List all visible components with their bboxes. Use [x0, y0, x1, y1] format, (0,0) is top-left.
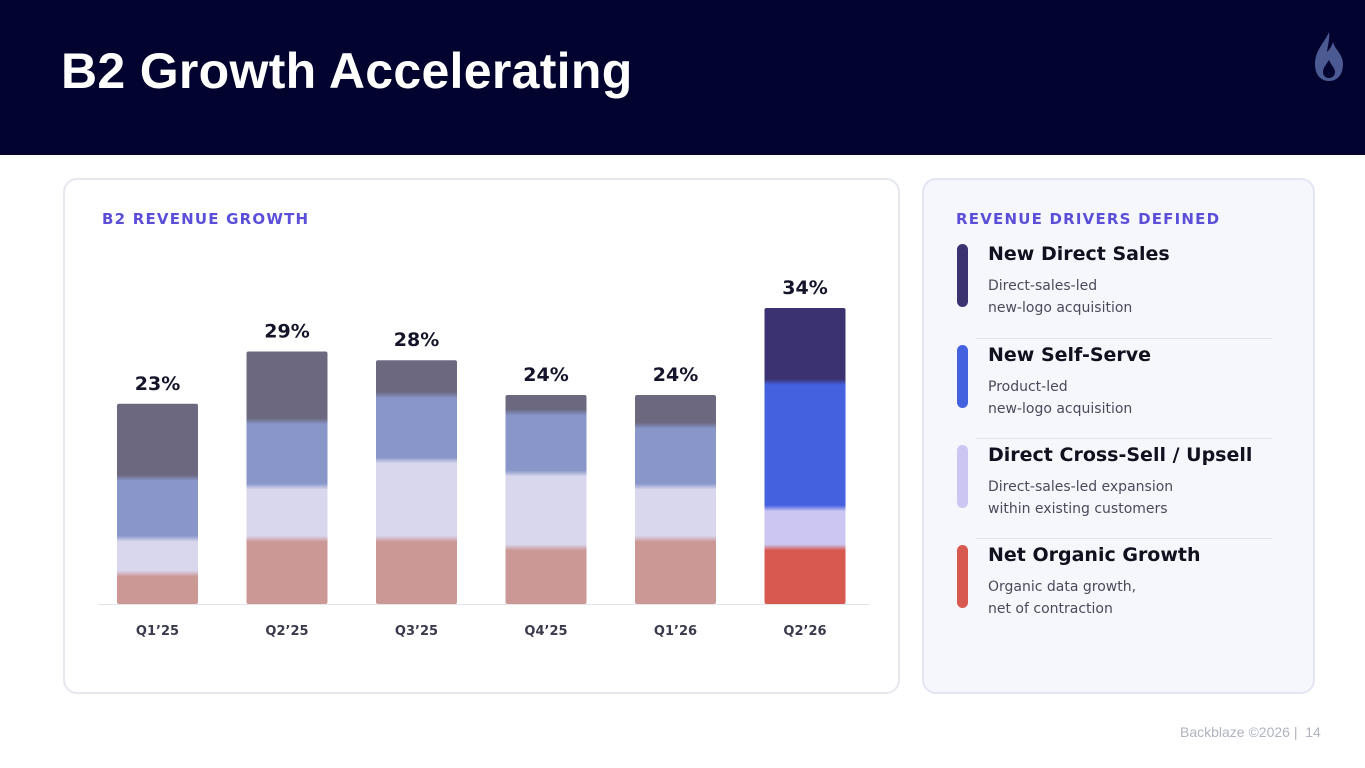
legend-item-name: New Self-Serve — [988, 344, 1152, 366]
legend-item-direct-cross-sell-upsell: Direct Cross-Sell / Upsell Direct-sales-… — [957, 444, 1277, 545]
legend-item-new-direct-sales: New Direct Sales Direct-sales-led new-lo… — [957, 243, 1277, 344]
bar-segment-new-self-serve — [376, 395, 457, 460]
legend-desc-line: net of contraction — [988, 601, 1113, 617]
bar-segment-direct-cross-sell-upsell — [376, 460, 457, 538]
bar-segment-new-self-serve — [765, 382, 846, 508]
bar-segment-direct-cross-sell-upsell — [247, 486, 328, 538]
bar-segment-new-direct-sales — [635, 395, 716, 425]
bar-total-label: 24% — [653, 364, 698, 386]
legend-heading: REVENUE DRIVERS DEFINED — [956, 210, 1221, 228]
bar-segment-new-direct-sales — [117, 404, 198, 478]
legend-divider — [976, 438, 1272, 439]
x-tick-label: Q1’25 — [136, 624, 179, 639]
legend-item-name: Direct Cross-Sell / Upsell — [988, 444, 1253, 466]
backblaze-flame-icon — [1315, 32, 1343, 81]
revenue-drivers-card: REVENUE DRIVERS DEFINED New Direct Sales… — [922, 178, 1315, 694]
bar-5 — [635, 395, 716, 604]
bar-total-label: 29% — [264, 321, 309, 343]
legend-desc-line: new-logo acquisition — [988, 401, 1133, 417]
legend-desc-line: Direct-sales-led expansion — [988, 479, 1174, 495]
bar-2 — [246, 351, 328, 604]
bar-segment-net-organic-growth — [765, 547, 846, 604]
bar-segment-new-self-serve — [506, 412, 587, 473]
bar-1 — [117, 403, 198, 604]
slide-title: B2 Growth Accelerating — [61, 43, 633, 99]
legend-swatch — [957, 345, 968, 408]
legend-desc-line: Product-led — [988, 379, 1068, 395]
legend-item-net-organic-growth: Net Organic Growth Organic data growth, … — [957, 544, 1277, 645]
bar-segment-new-direct-sales — [247, 352, 328, 422]
slide-header: B2 Growth Accelerating — [0, 0, 1365, 155]
legend-desc-line: within existing customers — [988, 501, 1168, 517]
page-number: 14 — [1305, 724, 1321, 740]
x-tick-label: Q4’25 — [524, 624, 567, 639]
bar-segment-new-self-serve — [635, 426, 716, 487]
legend-item-description: Direct-sales-led new-logo acquisition — [988, 275, 1132, 319]
bar-segment-new-direct-sales — [765, 308, 846, 382]
x-tick-label: Q3’25 — [395, 624, 438, 639]
bar-segment-new-direct-sales — [376, 360, 457, 395]
slide-footer: Backblaze ©2026 | 14 — [1180, 724, 1321, 740]
bar-segment-net-organic-growth — [506, 547, 587, 604]
bar-segment-net-organic-growth — [247, 539, 328, 604]
legend-divider — [976, 538, 1272, 539]
legend-item-new-self-serve: New Self-Serve Product-led new-logo acqu… — [957, 344, 1277, 445]
legend-desc-line: Direct-sales-led — [988, 278, 1098, 294]
bar-6 — [764, 308, 846, 604]
bar-segment-direct-cross-sell-upsell — [765, 508, 846, 547]
bar-segment-net-organic-growth — [376, 539, 457, 604]
stacked-bar-chart: 23% Q1’25 29% Q2’25 28% Q3’25 24% Q4’25 24% Q1’26… — [98, 277, 869, 639]
bar-segment-new-self-serve — [117, 478, 198, 539]
legend-divider — [976, 338, 1272, 339]
bar-total-label: 34% — [782, 277, 827, 299]
legend-swatch — [957, 244, 968, 307]
legend-item-description: Direct-sales-led expansion within existi… — [988, 476, 1173, 520]
x-tick-label: Q2’25 — [265, 624, 308, 639]
footer-brand: Backblaze ©2026 | — [1180, 724, 1298, 740]
legend-desc-line: Organic data growth, — [988, 579, 1137, 595]
x-tick-label: Q2’26 — [783, 624, 826, 639]
bar-segment-net-organic-growth — [117, 574, 198, 604]
legend-swatch — [957, 545, 968, 608]
bar-total-label: 23% — [135, 373, 180, 395]
legend-item-name: Net Organic Growth — [988, 544, 1201, 566]
bar-4 — [505, 395, 587, 604]
legend-item-description: Organic data growth, net of contraction — [988, 576, 1136, 620]
bar-segment-direct-cross-sell-upsell — [506, 473, 587, 547]
bar-segment-direct-cross-sell-upsell — [117, 539, 198, 574]
bar-segment-new-direct-sales — [506, 395, 587, 412]
revenue-growth-chart-card: B2 REVENUE GROWTH 23% Q1’25 29% Q2’25 28% Q3’… — [63, 178, 900, 694]
bar-segment-new-self-serve — [247, 421, 328, 486]
legend-desc-line: new-logo acquisition — [988, 300, 1133, 316]
chart-heading: B2 REVENUE GROWTH — [102, 210, 310, 228]
bar-segment-net-organic-growth — [635, 539, 716, 604]
legend-item-description: Product-led new-logo acquisition — [988, 376, 1132, 420]
x-tick-label: Q1’26 — [654, 624, 697, 639]
legend-item-name: New Direct Sales — [988, 243, 1170, 265]
bar-segment-direct-cross-sell-upsell — [635, 486, 716, 538]
bar-3 — [376, 360, 457, 604]
legend-swatch — [957, 445, 968, 508]
bar-total-label: 28% — [394, 329, 439, 351]
bar-total-label: 24% — [523, 364, 568, 386]
